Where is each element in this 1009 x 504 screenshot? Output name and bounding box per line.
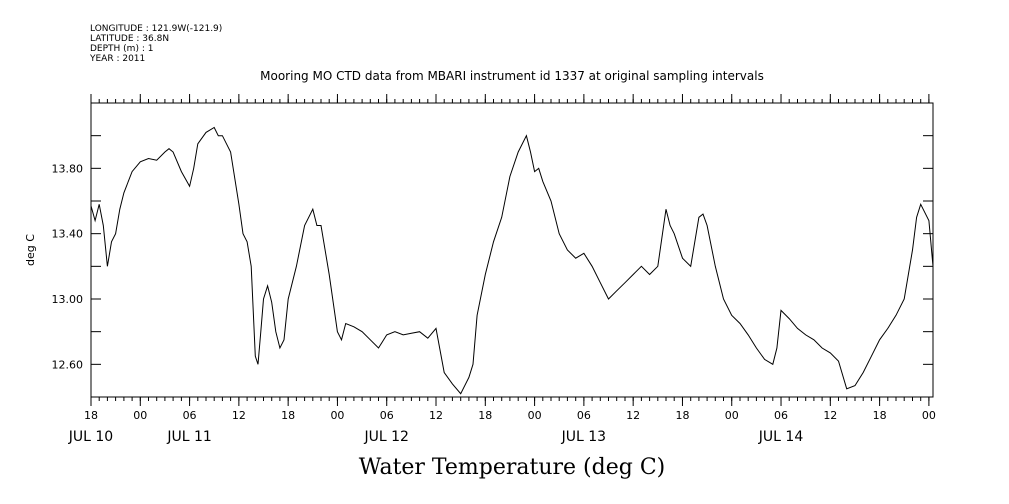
y-tick-label: 13.40 bbox=[52, 228, 84, 241]
x-tick-label: 12 bbox=[626, 409, 640, 422]
x-tick-label: 12 bbox=[429, 409, 443, 422]
x-tick-labels: 18 00 06 12 18 00 06 12 18 00 06 12 18 00 06 12 18 00 bbox=[84, 409, 936, 422]
meta-year: YEAR : 2011 bbox=[89, 54, 145, 64]
x-day-label: JUL 14 bbox=[758, 429, 804, 445]
x-tick-label: 00 bbox=[725, 409, 739, 422]
x-tick-label: 18 bbox=[675, 409, 689, 422]
x-tick-label: 06 bbox=[183, 409, 197, 422]
x-tick-label: 12 bbox=[232, 409, 246, 422]
chart-title: Mooring MO CTD data from MBARI instrumen… bbox=[260, 69, 764, 83]
x-tick-label: 00 bbox=[922, 409, 936, 422]
x-tick-label: 00 bbox=[133, 409, 147, 422]
x-tick-label: 00 bbox=[528, 409, 542, 422]
x-tick-label: 18 bbox=[281, 409, 295, 422]
y-ticks bbox=[91, 102, 933, 398]
x-tick-label: 18 bbox=[873, 409, 887, 422]
meta-latitude: LATITUDE : 36.8N bbox=[90, 34, 169, 44]
x-tick-label: 06 bbox=[380, 409, 394, 422]
x-major-ticks bbox=[90, 94, 930, 406]
x-tick-label: 06 bbox=[774, 409, 788, 422]
meta-block: LONGITUDE : 121.9W(-121.9) LATITUDE : 36… bbox=[89, 24, 222, 64]
x-day-label: JUL 13 bbox=[561, 429, 606, 445]
series-line bbox=[90, 126, 934, 395]
x-tick-label: 00 bbox=[330, 409, 344, 422]
x-tick-label: 18 bbox=[478, 409, 492, 422]
x-day-label: JUL 11 bbox=[166, 429, 211, 445]
y-tick-labels: 12.60 13.00 13.40 13.80 bbox=[52, 162, 84, 371]
x-tick-label: 12 bbox=[823, 409, 837, 422]
y-tick-label: 13.80 bbox=[52, 162, 84, 175]
x-tick-label: 06 bbox=[577, 409, 591, 422]
y-tick-label: 13.00 bbox=[52, 293, 84, 306]
x-minor-ticks bbox=[90, 99, 930, 401]
day-labels: JUL 10 JUL 11 JUL 12 JUL 13 JUL 14 bbox=[68, 429, 804, 445]
y-tick-label: 12.60 bbox=[52, 358, 84, 371]
y-axis-label: deg C bbox=[24, 234, 37, 266]
x-axis-label: Water Temperature (deg C) bbox=[359, 455, 666, 480]
x-tick-label: 18 bbox=[84, 409, 98, 422]
meta-longitude: LONGITUDE : 121.9W(-121.9) bbox=[90, 24, 222, 34]
meta-depth: DEPTH (m) : 1 bbox=[90, 44, 153, 54]
x-day-label: JUL 12 bbox=[364, 429, 409, 445]
x-day-label: JUL 10 bbox=[68, 429, 113, 445]
plot-frame bbox=[90, 102, 934, 398]
